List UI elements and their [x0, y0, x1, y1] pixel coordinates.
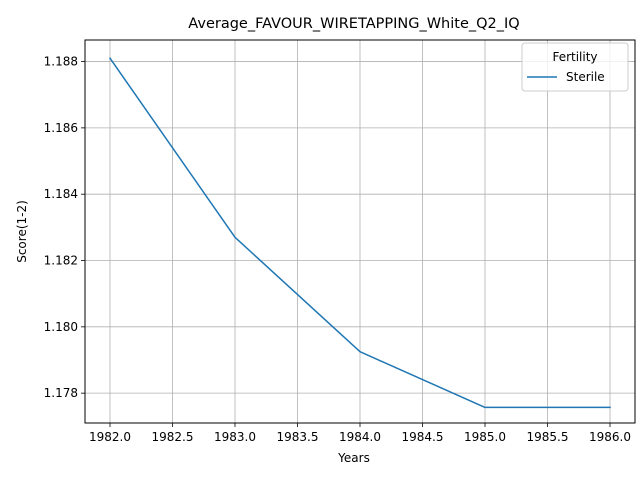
y-tick-label: 1.182	[44, 254, 78, 268]
x-axis-ticks: 1982.0 1982.5 1983.0 1983.5 1984.0 1984.5 1985…	[89, 423, 631, 444]
x-axis-label: Years	[337, 451, 370, 465]
y-tick-label: 1.180	[44, 320, 78, 334]
x-tick-label: 1982.5	[152, 430, 194, 444]
x-tick-label: 1982.0	[89, 430, 131, 444]
series-layer	[108, 57, 611, 409]
y-tick-label: 1.186	[44, 121, 78, 135]
y-tick-label: 1.188	[44, 55, 78, 69]
x-tick-label: 1983.0	[214, 430, 256, 444]
y-tick-label: 1.184	[44, 187, 78, 201]
legend-box	[521, 42, 629, 92]
x-tick-label: 1986.0	[589, 430, 631, 444]
grid	[85, 40, 635, 423]
y-axis-ticks: 1.178 1.180 1.182 1.184 1.186 1.188	[44, 55, 85, 400]
x-tick-label: 1984.0	[339, 430, 381, 444]
chart-title: Average_FAVOUR_WIRETAPPING_White_Q2_IQ	[188, 16, 519, 32]
x-tick-label: 1984.5	[402, 430, 444, 444]
x-tick-label: 1985.0	[464, 430, 506, 444]
y-tick-label: 1.178	[44, 386, 78, 400]
y-axis-label: Score(1-2)	[15, 200, 29, 263]
legend: Fertility Sterile	[521, 42, 629, 92]
legend-label-sterile: Sterile	[566, 70, 605, 84]
x-tick-label: 1985.5	[527, 430, 569, 444]
x-tick-label: 1983.5	[277, 430, 319, 444]
legend-title: Fertility	[552, 50, 597, 64]
